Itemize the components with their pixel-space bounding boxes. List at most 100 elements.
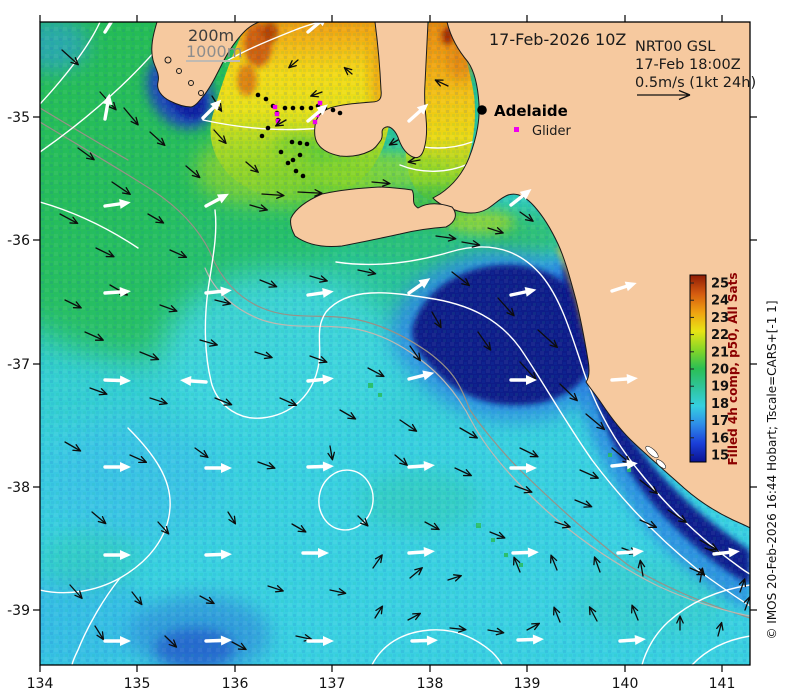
current-arrow [159,304,178,313]
colorbar-tick-label: 19 [711,380,729,395]
current-arrow [519,211,534,222]
current-arrow [559,383,578,402]
adelaide-marker [477,105,487,115]
current-arrow [639,479,658,495]
plot-border [39,21,751,666]
current-arrow [329,588,347,596]
forecast-arrow [103,198,131,209]
current-arrow [461,240,481,248]
current-arrow [489,531,506,539]
current-arrow [367,367,385,378]
track-dot [300,173,306,179]
current-arrow [267,585,284,593]
current-arrow [574,499,593,508]
current-arrow [297,189,323,197]
current-arrow [554,521,571,529]
forecast-arrow [509,375,537,385]
current-arrow [537,329,558,349]
current-arrow [95,247,115,258]
current-arrow [199,595,215,605]
scale-label: 0.5m/s (1kt 24h) [635,75,756,91]
current-arrow [327,445,336,461]
forecast-arrow [610,281,637,293]
track-dot [290,105,296,111]
x-tick-label: 135 [124,676,151,692]
current-arrow [257,461,276,470]
kangaroo-island [290,186,456,247]
current-arrow [697,567,706,583]
current-arrow [149,397,168,406]
current-arrow [274,119,287,127]
current-arrow [64,441,82,452]
model-label: NRT00 GSL [635,39,715,55]
forecast-arrow [204,193,229,208]
current-arrow [459,427,478,439]
colorbar-tick-label: 17 [711,414,729,429]
island [164,56,172,64]
forecast-arrow [407,460,435,471]
current-arrow [94,625,105,641]
forecast-arrow [204,286,232,297]
current-arrow [477,331,492,351]
current-arrow [372,554,383,569]
forecast-arrow [712,547,740,558]
forecast-arrow [509,463,537,473]
depth-200m-label: 200m [188,26,234,45]
current-arrow [339,409,357,420]
glider-dot [272,104,278,110]
forecast-arrow [509,286,537,297]
current-arrow [407,612,422,621]
track-dot [263,96,269,102]
track-dot [299,105,305,111]
current-arrow [231,641,247,651]
forecast-arrow [103,375,131,386]
current-arrow [497,297,515,317]
forecast-arrow [618,634,646,645]
current-arrow [409,567,423,579]
current-arrow [513,556,521,573]
track-dot [304,141,310,147]
current-arrow [447,574,462,582]
track-dot [308,105,314,111]
yorke-peninsula [314,22,429,159]
current-arrow [261,191,285,199]
current-arrow [164,635,178,648]
current-arrow [526,622,541,631]
adelaide-label: Adelaide [494,102,568,120]
forecast-arrow [180,375,208,386]
colorbar-tick-label: 21 [711,345,729,360]
current-arrow [214,298,232,306]
current-arrow [357,268,377,277]
current-arrow [69,584,83,600]
track-dot [259,133,265,139]
current-arrow [61,49,79,66]
current-arrow [435,233,457,242]
glider-dot [275,118,281,124]
current-arrow [310,90,323,98]
map-annotations: 200m 1000m 17-Feb-2026 10Z NRT00 GSL 17-… [186,26,756,139]
glider-dot [274,111,280,117]
valid-time-label: 17-Feb 18:00Z [635,57,741,73]
current-arrow [194,447,209,459]
colorbar-title: Filled 4h comp, p50, All Sats [726,272,740,465]
current-arrow [550,554,558,571]
track-dot [278,149,284,155]
y-tick-label: -37 [7,357,30,373]
current-arrow [169,249,188,259]
current-arrow [111,181,131,195]
colorbar-tick-label: 20 [711,363,729,378]
landmass [151,22,750,529]
glider-dot [317,100,323,106]
current-arrow [399,419,418,432]
current-arrow [279,397,298,407]
x-tick-label: 139 [514,676,541,692]
glider-label: Glider [532,124,572,139]
track-dot [330,107,336,113]
colorbar-tick-label: 25 [711,277,729,292]
current-arrow [519,447,539,458]
current-vector-arrows [59,49,750,651]
forecast-arrow [516,634,544,645]
colorbar-tick-label: 18 [711,397,729,412]
forecast-arrow [103,462,131,472]
track-dot [293,168,299,174]
